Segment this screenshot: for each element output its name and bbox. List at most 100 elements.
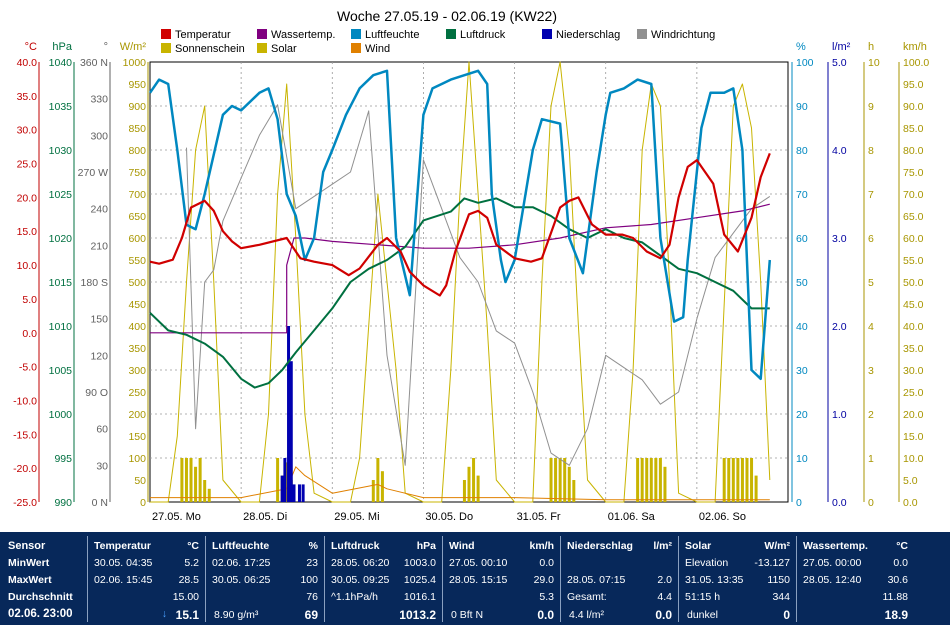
axis-tick-label: 20.0 xyxy=(17,192,38,204)
summary-unit: °C xyxy=(187,540,199,552)
summary-row-value: 76 xyxy=(306,591,318,603)
summary-solar-column: Solar W/m² Elevation -13.127 31.05. 13:35 115… xyxy=(678,536,796,622)
axis-tick-label: -15.0 xyxy=(13,429,37,441)
summary-luftdruck-column: Luftdruck hPa 28.05. 06:20 1003.0 30.05. 09:… xyxy=(324,536,442,622)
bar-sonnenschein xyxy=(376,458,380,502)
axis-tick-label: 1040 xyxy=(49,57,73,69)
axis-tick-label: 240 xyxy=(90,204,108,216)
bar-sonnenschein xyxy=(203,480,207,502)
summary-row-value: 1150 xyxy=(767,574,790,586)
axis-tick-label: 10.0 xyxy=(903,453,924,465)
legend-label: Niederschlag xyxy=(556,29,620,41)
axis-tick-label: 200 xyxy=(128,409,146,421)
axis-unit-label: °C xyxy=(25,41,37,53)
axis-tick-label: -25.0 xyxy=(13,497,37,509)
summary-header: Temperatur xyxy=(94,540,151,552)
summary-row-label: 51:15 h xyxy=(685,591,721,603)
summary-row-value: 1003.0 xyxy=(403,557,436,569)
axis-tick-label: 70 xyxy=(796,189,808,201)
summary-trend-arrow: ↓ xyxy=(161,608,167,620)
axis-tick-label: 1005 xyxy=(49,365,73,377)
axis-tick-label: 400 xyxy=(128,321,146,333)
axis-tick-label: 0 xyxy=(868,497,874,509)
axis-tick-label: 7 xyxy=(868,189,874,201)
x-tick-label: 01.06. Sa xyxy=(608,511,656,523)
summary-unit: °C xyxy=(896,540,908,552)
axis-tick-label: 90 xyxy=(796,101,808,113)
series-line-luftfeuchte xyxy=(148,69,772,381)
axis-tick-label: 4.0 xyxy=(832,145,847,157)
axis-tick-label: 360 N xyxy=(80,57,108,69)
axis-tick-label: 40.0 xyxy=(903,321,924,333)
axis-tick-label: 300 xyxy=(90,130,108,142)
axis-tick-label: 150 xyxy=(90,314,108,326)
axis-tick-label: 100 xyxy=(128,453,146,465)
summary-row-value: 11.88 xyxy=(882,591,909,603)
axis-tick-label: 40 xyxy=(796,321,808,333)
sensor-row-avg: Durchschnitt xyxy=(8,591,73,603)
bar-sonnenschein xyxy=(754,475,758,502)
axis-tick-label: 0.0 xyxy=(903,497,918,509)
axis-tick-label: 1035 xyxy=(49,101,73,113)
bar-niederschlag xyxy=(297,484,301,502)
bar-niederschlag xyxy=(289,361,293,502)
axis-tick-label: 55.0 xyxy=(903,255,924,267)
bar-sonnenschein xyxy=(572,480,576,502)
summary-header: Wind xyxy=(449,540,475,552)
axis-tick-label: 3 xyxy=(868,365,874,377)
axis-tick-label: 1020 xyxy=(49,233,73,245)
axis-tick-label: 10 xyxy=(796,453,808,465)
sensor-row-min: MinWert xyxy=(8,557,50,569)
summary-footer-label: 0 Bft N xyxy=(451,609,484,621)
summary-row-value: 4.4 xyxy=(657,591,672,603)
x-tick-label: 29.05. Mi xyxy=(334,511,379,523)
axis-unit-label: hPa xyxy=(52,41,72,53)
bar-sonnenschein xyxy=(462,480,466,502)
legend-label: Solar xyxy=(271,43,297,55)
bar-sonnenschein xyxy=(476,475,480,502)
axis-tick-label: 210 xyxy=(90,240,108,252)
summary-row-value: 100 xyxy=(300,574,318,586)
axis-tick-label: 1015 xyxy=(49,277,73,289)
axis-tick-label: 550 xyxy=(128,255,146,267)
axis-tick-label: 4 xyxy=(868,321,874,333)
axis-tick-label: 300 xyxy=(128,365,146,377)
axis-tick-label: 20.0 xyxy=(903,409,924,421)
axis-unit-label: % xyxy=(796,41,806,53)
summary-row-value: 344 xyxy=(772,591,790,603)
axis-tick-label: 60 xyxy=(96,424,108,436)
axis-tick-label: 60.0 xyxy=(903,233,924,245)
axis-tick-label: 330 xyxy=(90,94,108,106)
legend-swatch xyxy=(161,43,171,53)
series-line-solar xyxy=(150,61,771,503)
axis-tick-label: 5.0 xyxy=(22,294,37,306)
legend-label: Wassertemp. xyxy=(271,29,335,41)
legend-label: Luftdruck xyxy=(460,29,506,41)
axis-tick-label: 100 xyxy=(796,57,814,69)
summary-row-label: 27.05. 00:00 xyxy=(803,557,862,569)
summary-footer-value: 0.0 xyxy=(537,608,554,622)
axis-tick-label: 850 xyxy=(128,123,146,135)
series-line-windrichtung xyxy=(186,104,771,466)
axis-tick-label: 1 xyxy=(868,453,874,465)
axis-tick-label: -10.0 xyxy=(13,395,37,407)
summary-row-value: 1025.4 xyxy=(403,574,436,586)
bar-niederschlag xyxy=(287,326,291,502)
bar-sonnenschein xyxy=(658,458,662,502)
x-tick-label: 27.05. Mo xyxy=(152,511,201,523)
bar-sonnenschein xyxy=(745,458,749,502)
axis-tick-label: 120 xyxy=(90,350,108,362)
summary-wind-column: Wind km/h 27.05. 00:10 0.0 28.05. 15:15 29.0 5… xyxy=(442,536,560,622)
axis-tick-label: 50 xyxy=(134,475,146,487)
summary-sensor-column: Sensor MinWert MaxWert Durchschnitt 02.0… xyxy=(0,536,86,622)
legend-swatch xyxy=(161,29,171,39)
axis-tick-label: 5.0 xyxy=(832,57,847,69)
summary-row-value: -13.127 xyxy=(754,557,790,569)
axis-tick-label: 45.0 xyxy=(903,299,924,311)
summary-row-label: Elevation xyxy=(685,557,729,569)
bar-sonnenschein xyxy=(736,458,740,502)
summary-footer-value: 0.0 xyxy=(655,608,672,622)
summary-row-label: 27.05. 00:10 xyxy=(449,557,508,569)
legend-label: Sonnenschein xyxy=(175,43,245,55)
bar-sonnenschein xyxy=(198,458,202,502)
